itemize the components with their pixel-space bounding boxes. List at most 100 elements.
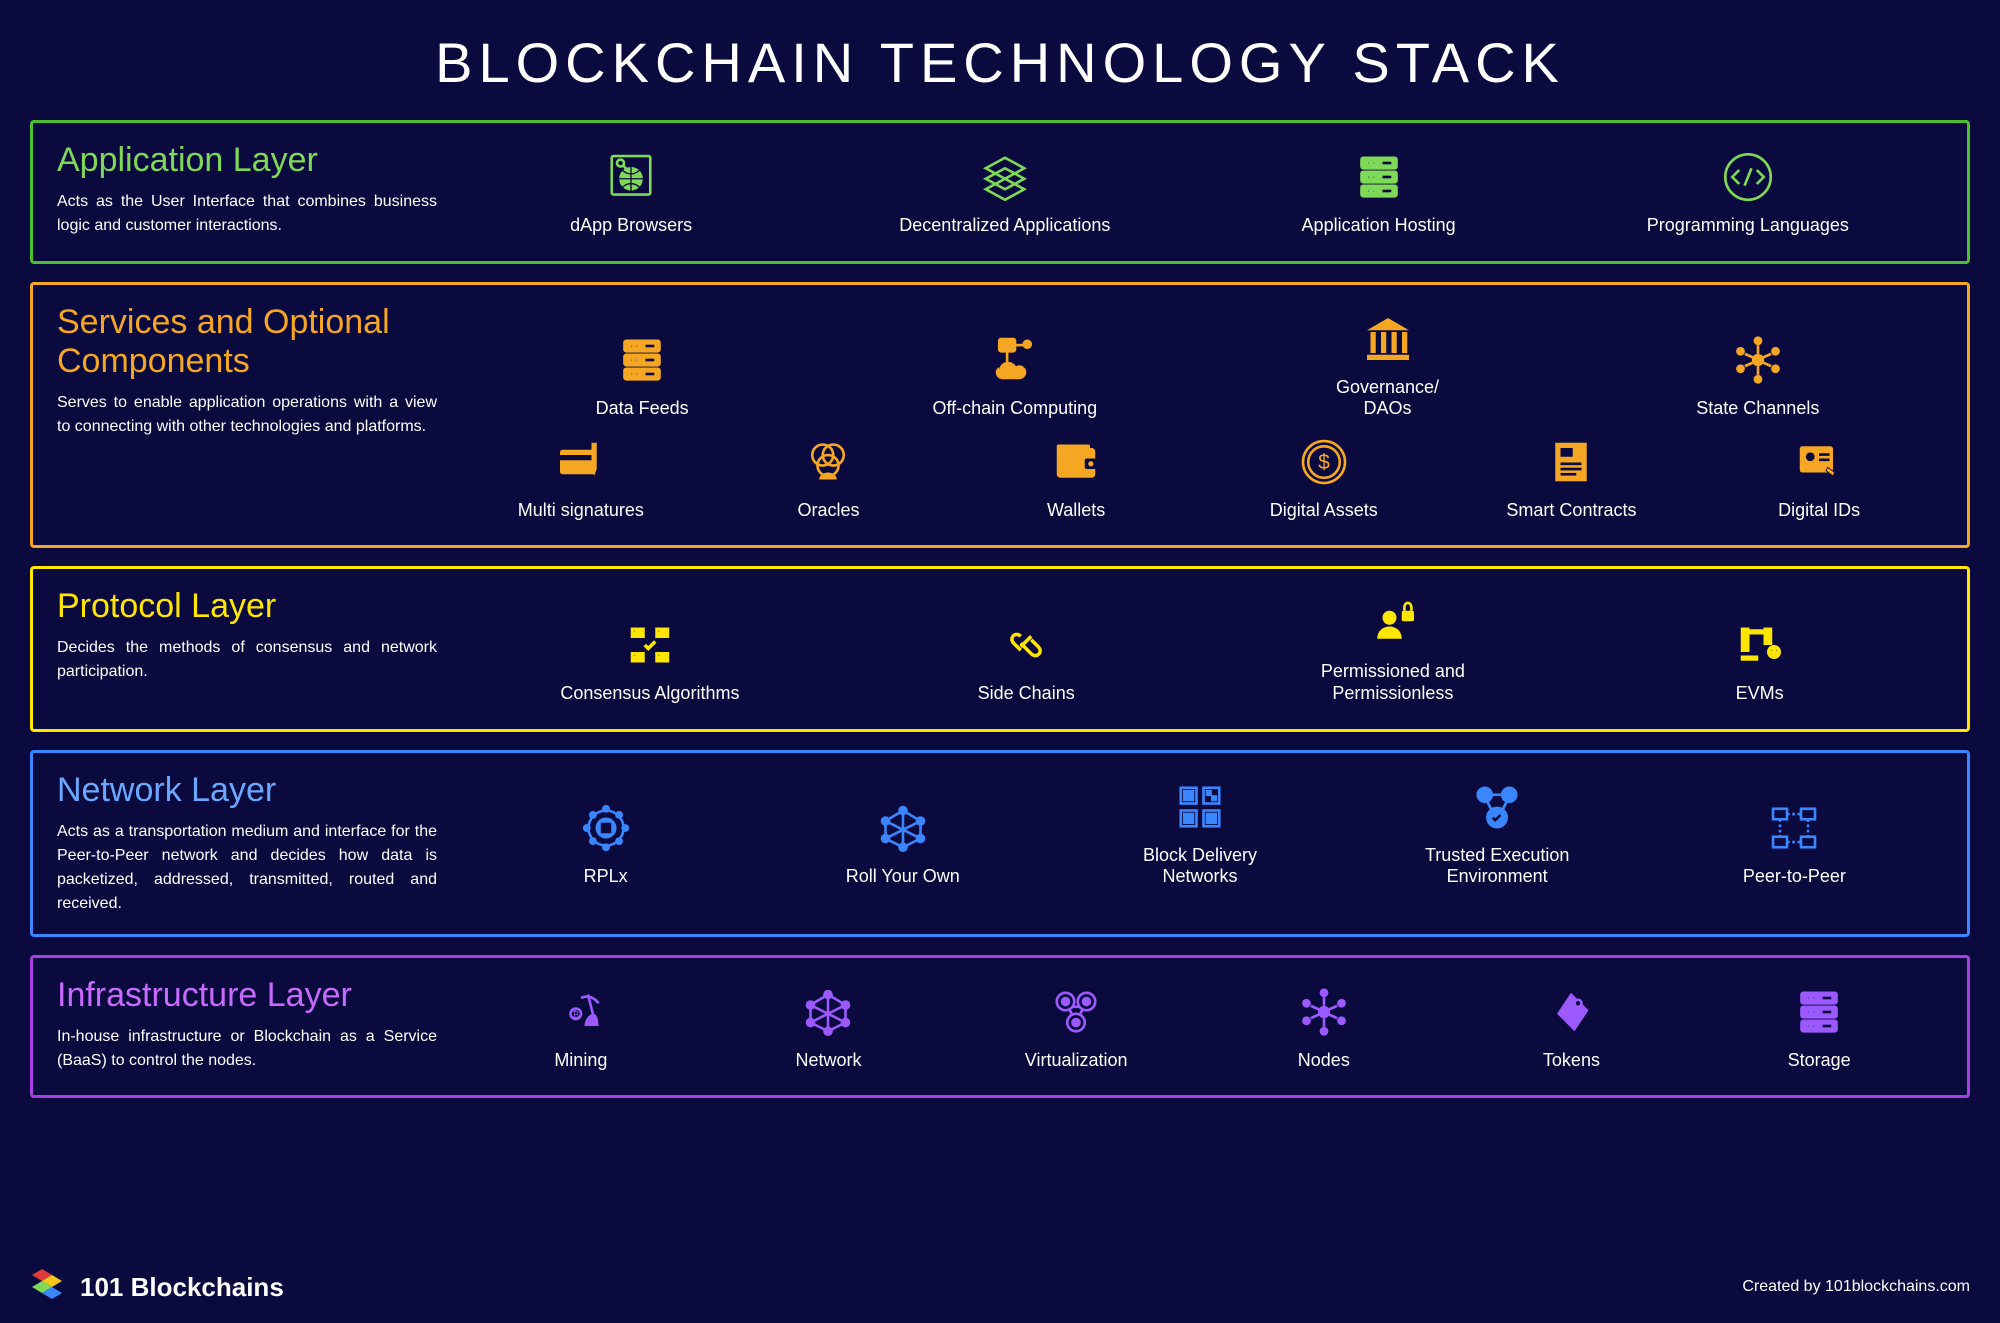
wallet-icon [1048,432,1104,492]
nodes-icon [1296,982,1352,1042]
item-label: Tokens [1543,1050,1600,1072]
person-lock-icon [1365,593,1421,653]
mesh-icon [875,798,931,858]
credit-text: Created by 101blockchains.com [1742,1278,1970,1296]
item-nodes: Nodes [1244,982,1404,1072]
robot-icon [1732,615,1788,675]
item-label: Digital Assets [1270,500,1378,522]
pickaxe-icon: ₿ [553,982,609,1042]
coin-icon: $ [1296,432,1352,492]
layer-2: Protocol LayerDecides the methods of con… [30,566,1970,731]
layer-desc: Acts as a transportation medium and inte… [57,820,437,916]
item-chain: Side Chains [946,615,1106,705]
item-label: Decentralized Applications [899,215,1110,237]
item-label: Block DeliveryNetworks [1143,845,1257,888]
doc-icon [1543,432,1599,492]
item-target: RPLx [526,798,686,888]
layer-desc: Decides the methods of consensus and net… [57,636,437,684]
item-blocks: Block DeliveryNetworks [1120,777,1280,888]
svg-text:$: $ [1318,451,1330,474]
item-label: Nodes [1298,1050,1350,1072]
svg-text:₿: ₿ [572,1009,579,1019]
item-label: Off-chain Computing [932,398,1097,420]
server-icon [1791,982,1847,1042]
item-label: Network [795,1050,861,1072]
item-label: State Channels [1696,398,1819,420]
item-label: Virtualization [1025,1050,1128,1072]
layer-desc: Acts as the User Interface that combines… [57,190,437,238]
item-label: Trusted ExecutionEnvironment [1425,845,1569,888]
item-p2p: Peer-to-Peer [1714,798,1874,888]
brand: 101 Blockchains [30,1267,284,1307]
item-wallet: Wallets [996,432,1156,522]
item-label: Digital IDs [1778,500,1860,522]
item-coin: $ Digital Assets [1244,432,1404,522]
item-label: Storage [1788,1050,1851,1072]
brand-text: 101 Blockchains [80,1272,284,1303]
item-label: Side Chains [978,683,1075,705]
item-code: Programming Languages [1647,147,1849,237]
item-label: Permissioned andPermissionless [1321,661,1465,704]
cloud-net-icon [987,330,1043,390]
item-nodes: State Channels [1678,330,1838,420]
item-mesh: Roll Your Own [823,798,983,888]
page-title: BLOCKCHAIN TECHNOLOGY STACK [30,30,1970,95]
item-label: dApp Browsers [570,215,692,237]
layer-title: Network Layer [57,771,437,810]
item-label: Wallets [1047,500,1105,522]
item-circles: Oracles [748,432,908,522]
item-server: Storage [1739,982,1899,1072]
layer-title: Application Layer [57,141,437,180]
cards-check-icon [622,615,678,675]
item-robot: EVMs [1680,615,1840,705]
layer-1: Services and Optional ComponentsServes t… [30,282,1970,549]
item-mesh: Network [748,982,908,1072]
tag-icon [1543,982,1599,1042]
layers-icon [977,147,1033,207]
mesh-icon [800,982,856,1042]
item-server: Data Feeds [562,330,722,420]
item-cloud-net: Off-chain Computing [932,330,1097,420]
item-cards-check: Consensus Algorithms [560,615,739,705]
item-label: Application Hosting [1302,215,1456,237]
item-label: Mining [554,1050,607,1072]
item-virtual: Virtualization [996,982,1156,1072]
item-label: Governance/DAOs [1336,377,1439,420]
server-icon [614,330,670,390]
layer-3: Network Layer Acts as a transportation me… [30,750,1970,937]
layer-desc: Serves to enable application operations … [57,391,437,439]
item-label: Oracles [797,500,859,522]
item-id: Digital IDs [1739,432,1899,522]
item-globe: dApp Browsers [551,147,711,237]
layer-4: Infrastructure Layer In-house infrastruct… [30,955,1970,1099]
circles-icon [800,432,856,492]
item-label: RPLx [584,866,628,888]
brand-logo-icon [30,1267,70,1307]
globe-icon [603,147,659,207]
virtual-icon [1048,982,1104,1042]
chain-icon [998,615,1054,675]
blocks-icon [1172,777,1228,837]
card-pen-icon [553,432,609,492]
item-doc: Smart Contracts [1491,432,1651,522]
item-gears: Trusted ExecutionEnvironment [1417,777,1577,888]
item-bank: Governance/DAOs [1308,309,1468,420]
item-label: EVMs [1736,683,1784,705]
item-card-pen: Multi signatures [501,432,661,522]
item-pickaxe: ₿ Mining [501,982,661,1072]
item-label: Roll Your Own [846,866,960,888]
layer-desc: In-house infrastructure or Blockchain as… [57,1025,437,1073]
item-label: Smart Contracts [1506,500,1636,522]
item-layers: Decentralized Applications [899,147,1110,237]
item-tag: Tokens [1491,982,1651,1072]
item-label: Programming Languages [1647,215,1849,237]
layer-title: Infrastructure Layer [57,976,437,1015]
item-label: Multi signatures [518,500,644,522]
nodes-icon [1730,330,1786,390]
p2p-icon [1766,798,1822,858]
code-icon [1720,147,1776,207]
item-label: Data Feeds [596,398,689,420]
server-icon [1351,147,1407,207]
id-icon [1791,432,1847,492]
gears-icon [1469,777,1525,837]
